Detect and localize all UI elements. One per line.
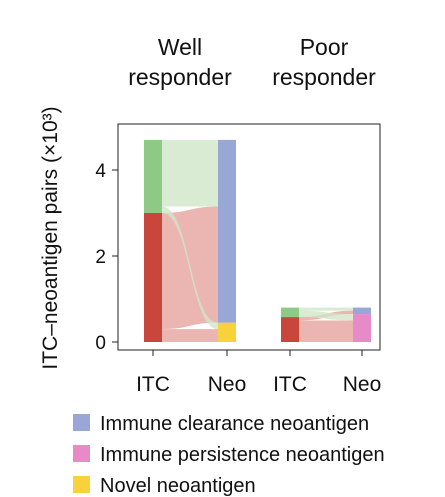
group-title-1-line-1: responder	[272, 64, 376, 90]
stratum-1-neo-persistence	[353, 314, 371, 342]
stratum-0-neo-clearance	[218, 139, 236, 323]
flow-0-green-to-novel	[162, 206, 218, 330]
group-title-0-line-0: Well	[158, 34, 202, 60]
flow-layer	[162, 139, 353, 342]
plot-panel	[117, 123, 381, 351]
y-axis: 0 2 4	[95, 161, 118, 354]
flow-0-red-to-novel	[162, 329, 218, 342]
x-tick-label-1-0: ITC	[273, 373, 307, 396]
plot-border	[117, 123, 381, 351]
stratum-1-itc-green	[281, 307, 299, 318]
group-title-0-line-1: responder	[128, 64, 232, 90]
stratum-0-itc-red	[144, 213, 162, 342]
legend-swatch-2	[73, 476, 90, 493]
flow-1-red-to-persistence	[299, 320, 353, 342]
stratum-layer	[144, 139, 371, 342]
flow-1-green-to-clearance	[299, 307, 353, 311]
stratum-1-neo-clearance	[353, 307, 371, 315]
group-titles: Well responder Poor responder	[128, 34, 376, 90]
group-title-1-line-0: Poor	[300, 34, 349, 60]
y-axis-label: ITC–neoantigen pairs (×10³)	[39, 106, 62, 369]
x-tick-label-0-1: Neo	[208, 373, 247, 396]
legend: Immune clearance neoantigen Immune persis…	[73, 413, 385, 497]
x-tick-label-0-0: ITC	[136, 373, 170, 396]
y-tick-label-0: 0	[95, 333, 106, 354]
legend-label-1: Immune persistence neoantigen	[100, 444, 385, 466]
legend-label-2: Novel neoantigen	[100, 475, 256, 497]
stratum-0-neo-novel	[218, 322, 236, 342]
legend-swatch-1	[73, 445, 90, 462]
legend-swatch-0	[73, 414, 90, 431]
y-tick-label-2: 2	[95, 247, 106, 268]
legend-label-0: Immune clearance neoantigen	[100, 413, 369, 435]
stratum-0-itc-green	[144, 139, 162, 213]
x-axis: ITC Neo ITC Neo	[136, 350, 381, 396]
flow-1-green-to-persistence	[299, 310, 353, 321]
y-tick-label-4: 4	[95, 161, 106, 182]
flow-0-green-to-clearance	[162, 139, 218, 207]
stratum-1-itc-red	[281, 317, 299, 342]
x-tick-label-1-1: Neo	[343, 373, 382, 396]
